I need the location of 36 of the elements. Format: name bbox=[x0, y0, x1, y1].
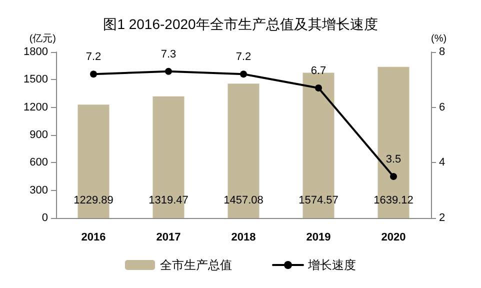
data-label: 7.2 bbox=[86, 51, 102, 64]
point bbox=[165, 68, 172, 75]
x-tick-label: 2020 bbox=[381, 232, 406, 244]
data-label: 1574.57 bbox=[298, 194, 338, 206]
x-tick-label: 2018 bbox=[231, 232, 256, 244]
x-tick-label: 2019 bbox=[306, 232, 331, 244]
data-label: 3.5 bbox=[386, 154, 402, 166]
y2-tick-label: 6 bbox=[439, 101, 446, 114]
y-tick-label: 0 bbox=[42, 212, 48, 224]
y2-tick-label: 4 bbox=[439, 156, 446, 169]
data-label: 7.3 bbox=[160, 48, 176, 60]
data-label: 7.2 bbox=[236, 51, 252, 64]
point bbox=[240, 70, 247, 78]
legend-label: 增长速度 bbox=[307, 258, 356, 272]
x-tick-label: 2016 bbox=[81, 232, 106, 244]
point bbox=[90, 70, 97, 78]
y-tick-label: 600 bbox=[30, 156, 48, 169]
data-label: 1319.47 bbox=[148, 194, 188, 206]
legend-label: 全市生产总值 bbox=[160, 258, 232, 272]
data-label: 1457.08 bbox=[224, 194, 264, 206]
data-label: 6.7 bbox=[310, 64, 326, 77]
y2-tick-label: 2 bbox=[439, 212, 446, 224]
data-label: 1229.89 bbox=[74, 194, 114, 206]
point bbox=[315, 84, 322, 92]
data-label: 1639.12 bbox=[374, 194, 414, 206]
y-axis-title: (亿元) bbox=[29, 34, 56, 44]
y-tick-label: 1800 bbox=[24, 46, 48, 58]
y2-tick-label: 8 bbox=[439, 46, 446, 58]
point bbox=[390, 173, 397, 180]
y-tick-label: 900 bbox=[30, 129, 48, 141]
y-tick-label: 1500 bbox=[24, 74, 48, 86]
y-tick-label: 1200 bbox=[24, 101, 48, 114]
chart-title: 图1 2016-2020年全市生产总值及其增长速度 bbox=[103, 16, 378, 32]
y-tick-label: 300 bbox=[30, 184, 48, 196]
x-tick-label: 2017 bbox=[156, 232, 181, 244]
y2-axis-title: (%) bbox=[431, 34, 447, 44]
